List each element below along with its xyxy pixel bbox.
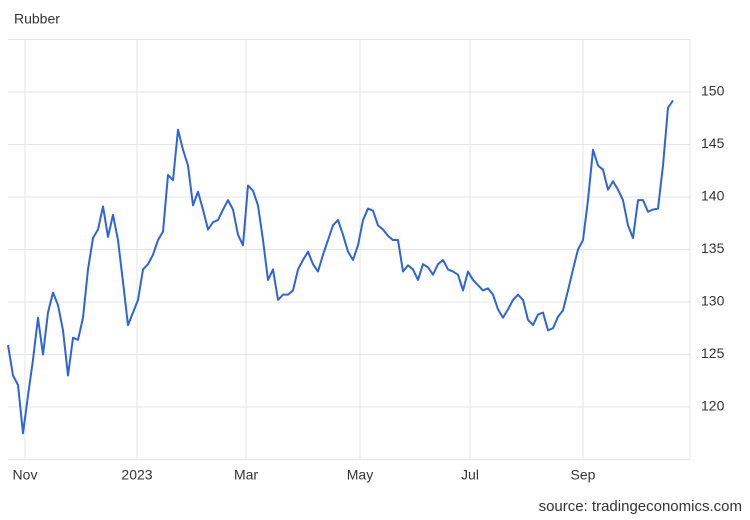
y-tick-label: 140 [701, 188, 725, 204]
source-note: source: tradingeconomics.com [539, 498, 742, 515]
chart-title: Rubber [14, 11, 60, 27]
y-tick-label: 120 [701, 398, 725, 414]
x-tick-label: Nov [13, 467, 38, 483]
x-tick-label: Jul [461, 467, 479, 483]
y-tick-label: 130 [701, 293, 725, 309]
x-tick-label: May [347, 467, 373, 483]
x-tick-label: Mar [234, 467, 258, 483]
y-tick-label: 145 [701, 135, 725, 151]
price-line [7, 99, 674, 435]
x-tick-label: Sep [571, 467, 596, 483]
x-tick-label: 2023 [121, 467, 152, 483]
y-tick-label: 125 [701, 345, 725, 361]
y-tick-label: 135 [701, 240, 725, 256]
y-tick-label: 150 [701, 83, 725, 99]
